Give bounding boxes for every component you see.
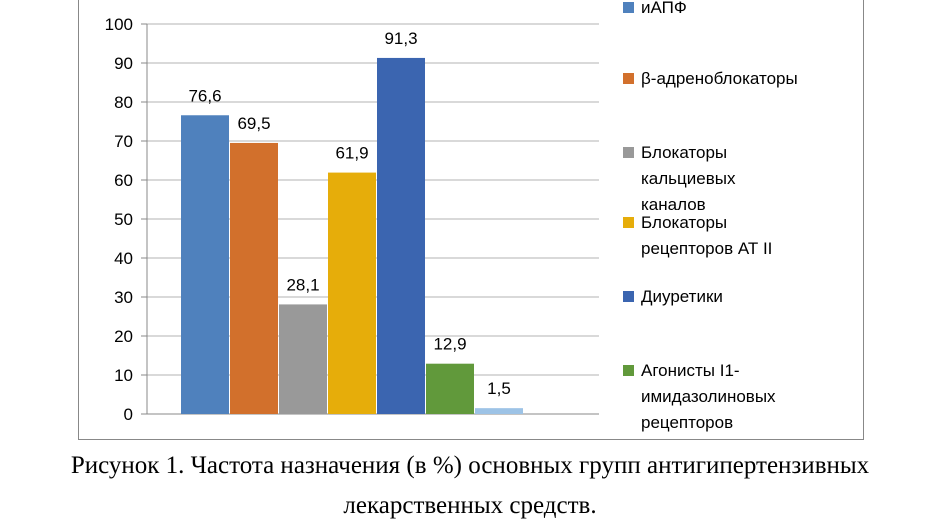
legend-label: Блокаторы: [641, 143, 727, 162]
y-tick-label: 10: [114, 366, 133, 385]
legend-label: иАПФ: [641, 0, 687, 17]
legend-label: Агонисты I1-: [641, 361, 740, 380]
y-tick-label: 0: [124, 405, 133, 424]
y-tick-label: 40: [114, 249, 133, 268]
legend-label: Блокаторы: [641, 213, 727, 232]
bar: [279, 304, 327, 414]
y-tick-label: 90: [114, 54, 133, 73]
legend-label: рецепторов АТ II: [641, 239, 772, 258]
bar: [181, 115, 229, 414]
legend-swatch: [623, 365, 634, 376]
y-tick-label: 70: [114, 132, 133, 151]
bar: [230, 142, 278, 414]
caption-line-1: Рисунок 1. Частота назначения (в %) осно…: [70, 452, 870, 479]
bars: [181, 57, 523, 415]
caption-line-2: лекарственных средств.: [343, 492, 597, 519]
y-tick-label: 50: [114, 210, 133, 229]
y-tick-label: 60: [114, 171, 133, 190]
data-labels: 76,6 69,5 28,1 61,9 91,3 12,9 1,5: [188, 29, 510, 398]
chart-frame: 0 10 20 30 40 50 60 70 80 90 100 76,6 69,5 28,1 61,9 9…: [78, 0, 864, 440]
legend-swatch: [623, 73, 634, 84]
legend-swatch: [623, 147, 634, 158]
bar: [328, 172, 376, 414]
legend-swatch: [623, 291, 634, 302]
figure-caption: Рисунок 1. Частота назначения (в %) осно…: [0, 446, 940, 526]
legend-swatch: [623, 2, 634, 13]
legend-label: рецепторов: [641, 413, 733, 432]
data-label: 76,6: [188, 86, 221, 105]
data-label: 91,3: [384, 29, 417, 48]
y-tick-label: 80: [114, 93, 133, 112]
legend-label: каналов: [641, 195, 706, 214]
y-tick-label: 20: [114, 327, 133, 346]
data-label: 69,5: [237, 114, 270, 133]
bar-chart: 0 10 20 30 40 50 60 70 80 90 100 76,6 69,5 28,1 61,9 9…: [105, 0, 798, 432]
bar: [377, 57, 425, 415]
data-label: 1,5: [487, 379, 511, 398]
data-label: 61,9: [335, 144, 368, 163]
y-axis: 0 10 20 30 40 50 60 70 80 90 100: [105, 15, 148, 424]
legend-label: имидазолиновых: [641, 387, 776, 406]
legend-swatch: [623, 217, 634, 228]
legend: иАПФ β-адреноблокаторы Блокаторы кальциевых…: [623, 0, 798, 432]
data-label: 12,9: [433, 335, 466, 354]
legend-label: кальциевых: [641, 169, 736, 188]
y-tick-label: 100: [105, 15, 133, 34]
y-tick-label: 30: [114, 288, 133, 307]
data-label: 28,1: [286, 275, 319, 294]
legend-label: Диуретики: [641, 287, 723, 306]
bar: [426, 363, 474, 414]
bar: [475, 408, 523, 414]
legend-label: β-адреноблокаторы: [641, 69, 798, 88]
